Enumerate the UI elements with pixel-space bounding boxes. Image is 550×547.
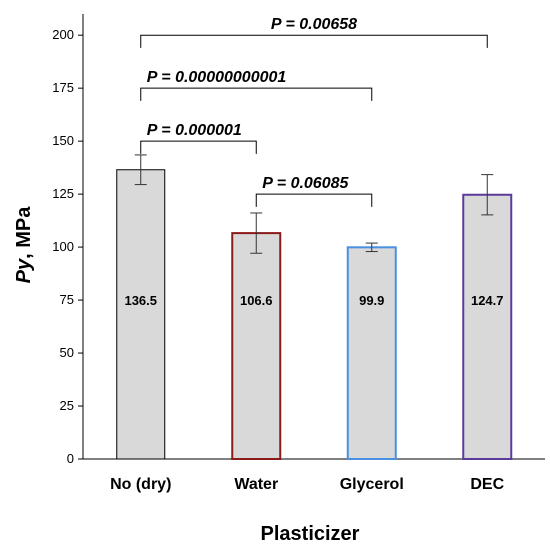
y-tick-label: 0 [67, 451, 74, 466]
bar-value-label: 136.5 [124, 293, 157, 308]
x-tick-label: No (dry) [110, 476, 171, 493]
bar-value-label: 106.6 [240, 293, 273, 308]
y-tick-label: 150 [52, 133, 74, 148]
bar-value-label: 124.7 [471, 293, 504, 308]
chart-bars: 136.5 No (dry) 106.6 Water 99.9 Glycerol 124.7… [110, 154, 513, 493]
bar-glycerol [346, 246, 397, 460]
y-axis-title-symbol: Py [13, 258, 35, 283]
x-tick-label: Glycerol [340, 476, 404, 493]
chart-axes: 0 25 50 75 100 125 150 175 200 [52, 14, 545, 466]
significance-bracket [140, 34, 488, 48]
significance-bracket [140, 87, 373, 101]
bar-water [231, 232, 282, 460]
significance-bracket [255, 193, 373, 207]
significance-bracket [140, 140, 257, 154]
y-tick-label: 25 [60, 398, 74, 413]
x-tick-label: Water [234, 476, 278, 493]
significance-annotations: P = 0.00658 P = 0.00000000001 P = 0.000001… [140, 16, 488, 207]
x-tick-label: DEC [470, 476, 504, 493]
p-value-label: P = 0.000001 [147, 122, 242, 139]
y-tick-label: 125 [52, 186, 74, 201]
p-value-label: P = 0.06085 [262, 175, 349, 192]
bar-value-label: 99.9 [359, 293, 384, 308]
y-tick-label: 100 [52, 239, 74, 254]
bar-no-dry [116, 169, 166, 460]
y-tick-label: 175 [52, 80, 74, 95]
y-axis-title: Py, MPa [13, 206, 35, 284]
p-value-label: P = 0.00000000001 [147, 69, 287, 86]
bar-dec [462, 193, 513, 460]
y-axis-title-unit: , MPa [13, 206, 35, 259]
y-tick-label: 50 [60, 345, 74, 360]
p-value-label: P = 0.00658 [271, 16, 357, 33]
y-tick-label: 75 [60, 292, 74, 307]
x-axis-title: Plasticizer [261, 523, 360, 545]
y-tick-label: 200 [52, 27, 74, 42]
